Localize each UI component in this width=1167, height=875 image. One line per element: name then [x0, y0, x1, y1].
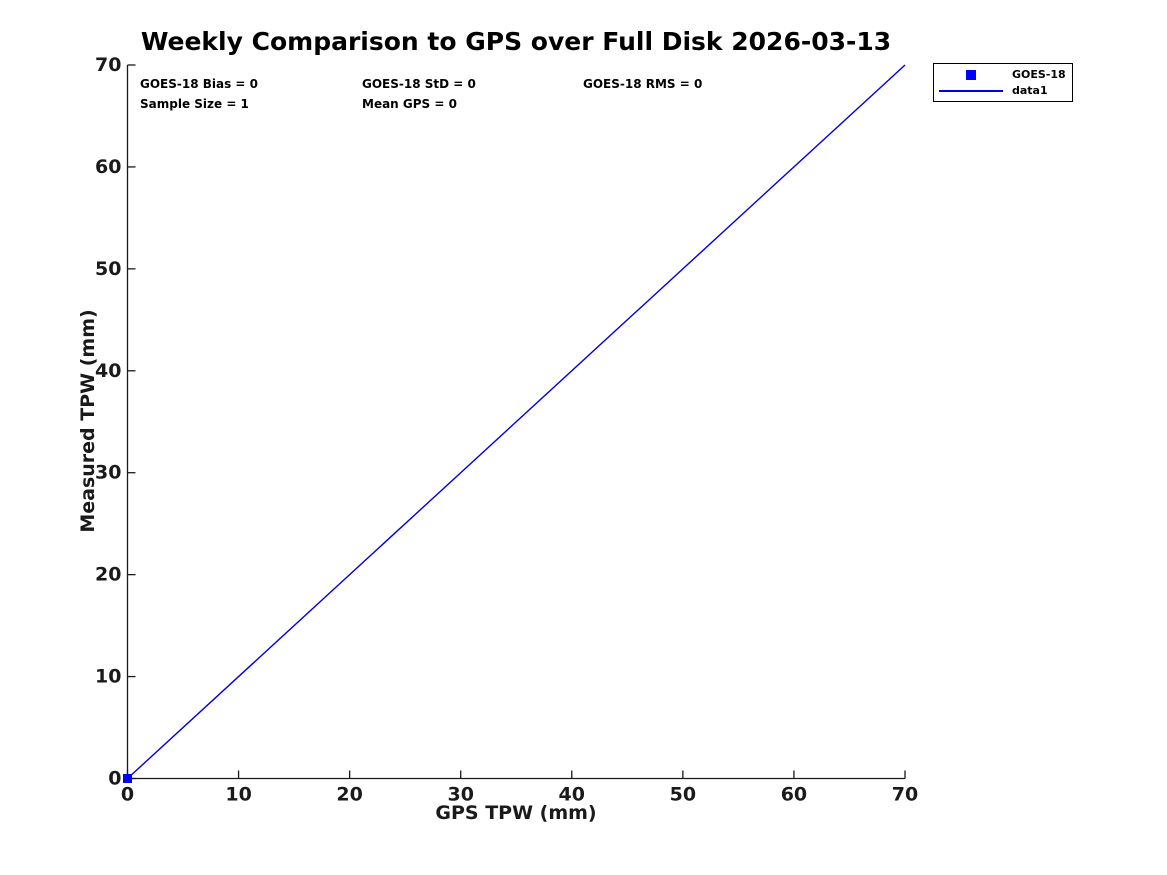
y-tick-label: 30: [95, 462, 121, 484]
x-tick-label: 40: [559, 784, 585, 806]
stat-sample-size: Sample Size = 1: [140, 97, 249, 111]
x-tick-label: 50: [670, 784, 696, 806]
y-tick-label: 60: [95, 156, 121, 178]
y-tick-label: 0: [108, 768, 121, 790]
stat-std: GOES-18 StD = 0: [362, 77, 476, 91]
line-swatch-icon: [939, 89, 1003, 92]
legend-item-goes18: GOES-18: [934, 67, 1072, 83]
x-tick-label: 10: [225, 784, 251, 806]
legend-label: data1: [1012, 84, 1048, 97]
legend-swatch-zone: [934, 69, 1008, 80]
legend-item-data1: data1: [934, 83, 1072, 99]
y-tick-label: 20: [95, 564, 121, 586]
x-tick-label: 70: [892, 784, 918, 806]
stat-bias: GOES-18 Bias = 0: [140, 77, 259, 91]
y-axis-label: Measured TPW (mm): [77, 309, 99, 533]
x-tick-label: 30: [447, 784, 473, 806]
square-marker-swatch-icon: [966, 69, 976, 80]
legend-swatch-zone: [934, 89, 1008, 92]
y-tick-label: 50: [95, 258, 121, 280]
data-line-data1: [127, 64, 906, 780]
x-tick-label: 0: [121, 784, 134, 806]
chart-title: Weekly Comparison to GPS over Full Disk …: [140, 27, 892, 56]
x-tick-label: 60: [781, 784, 807, 806]
stat-mean-gps: Mean GPS = 0: [362, 97, 457, 111]
y-tick-label: 70: [95, 54, 121, 76]
legend: GOES-18 data1: [933, 63, 1073, 102]
x-axis-label: GPS TPW (mm): [435, 802, 597, 824]
stat-rms: GOES-18 RMS = 0: [583, 77, 703, 91]
y-tick-label: 40: [95, 360, 121, 382]
x-tick-label: 20: [336, 784, 362, 806]
y-tick-label: 10: [95, 666, 121, 688]
legend-label: GOES-18: [1012, 68, 1066, 81]
